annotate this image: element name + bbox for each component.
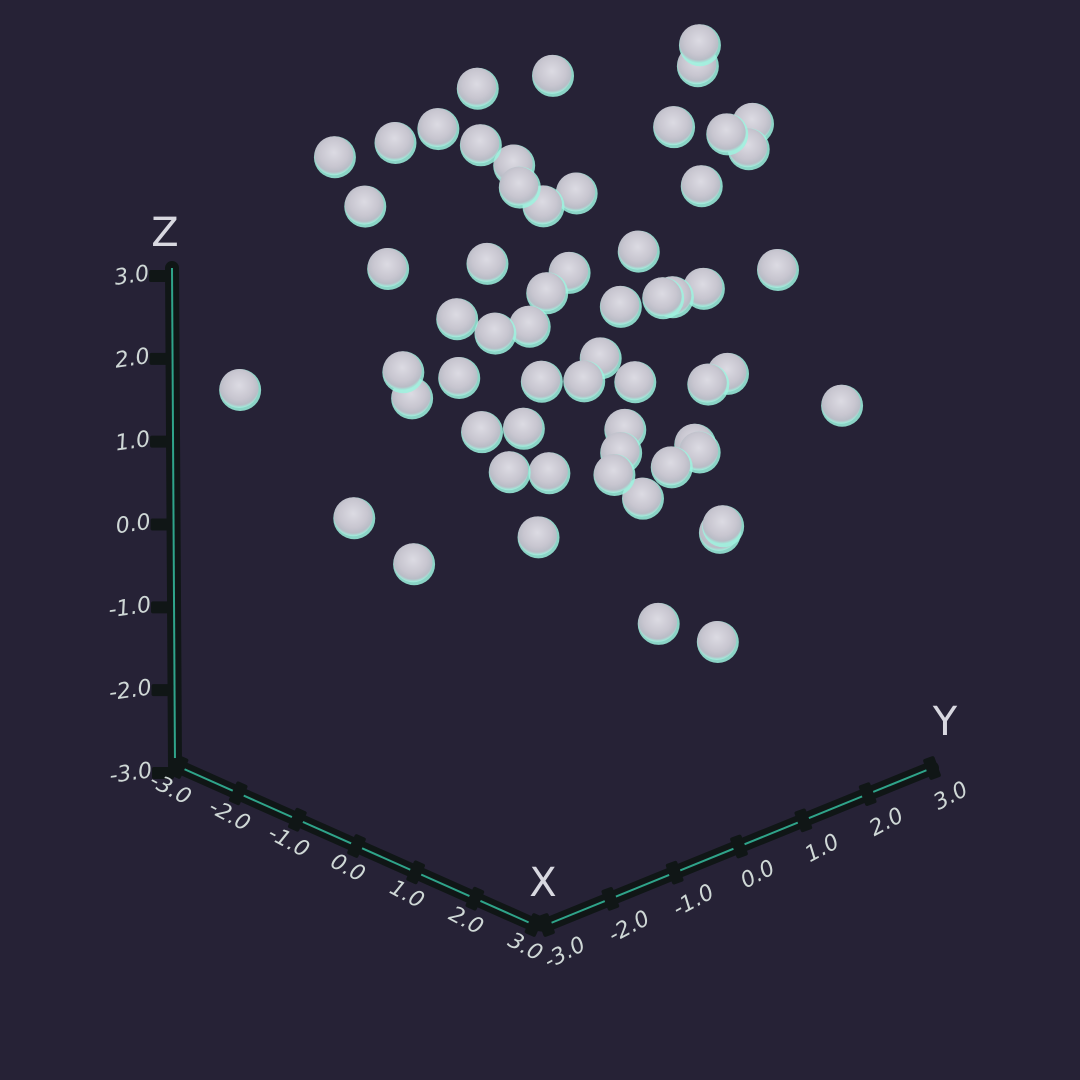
y-tick-mark <box>923 756 941 780</box>
x-tick-mark <box>288 807 307 832</box>
data-point <box>367 248 410 291</box>
z-tick-label: -1.0 <box>107 593 153 624</box>
data-point <box>617 230 660 273</box>
data-point <box>436 298 479 341</box>
data-point <box>488 451 531 494</box>
data-point <box>466 242 509 285</box>
x-tick-mark <box>228 781 248 806</box>
data-point <box>599 285 642 328</box>
y-tick-mark <box>601 887 620 911</box>
z-tick-label: 1.0 <box>114 427 152 457</box>
data-point <box>461 411 504 454</box>
y-tick-mark <box>794 808 813 833</box>
y-tick-mark <box>665 860 684 885</box>
data-point <box>313 136 356 179</box>
data-point <box>687 363 730 406</box>
data-point <box>563 360 606 403</box>
data-point <box>438 357 481 400</box>
y-tick-mark <box>537 913 555 937</box>
data-point <box>614 361 657 404</box>
data-point <box>417 108 460 151</box>
data-point <box>474 312 517 355</box>
z-tick-mark <box>150 435 172 448</box>
data-point <box>757 248 799 291</box>
data-point <box>621 477 664 520</box>
data-point <box>374 121 417 164</box>
data-point <box>333 497 376 540</box>
x-axis-title: X <box>529 860 556 906</box>
y-tick-mark <box>730 834 748 859</box>
data-point <box>653 106 696 149</box>
x-tick-mark <box>347 834 366 858</box>
data-point <box>520 360 563 403</box>
data-point <box>508 305 551 348</box>
data-point <box>517 516 560 559</box>
z-tick-mark <box>149 352 172 365</box>
z-tick-mark <box>151 601 173 614</box>
x-tick-mark <box>406 860 425 885</box>
z-tick-mark <box>151 684 174 697</box>
x-tick-mark <box>169 755 189 779</box>
data-point <box>706 113 749 156</box>
data-point <box>678 24 721 67</box>
data-point <box>702 505 745 548</box>
data-point <box>498 166 541 209</box>
data-point <box>526 272 569 315</box>
data-point <box>382 351 425 394</box>
data-point <box>821 384 864 427</box>
z-tick-mark <box>150 518 173 531</box>
z-axis-line-highlight <box>171 267 176 766</box>
x-tick-mark <box>465 886 485 911</box>
data-point <box>650 446 693 489</box>
data-point <box>555 172 598 215</box>
z-axis-title: Z <box>151 210 178 256</box>
data-point <box>528 452 571 495</box>
z-tick-mark <box>149 270 171 282</box>
z-tick-mark <box>152 767 174 779</box>
z-tick-label: 0.0 <box>114 510 152 540</box>
data-point <box>593 454 636 496</box>
data-points <box>219 24 864 663</box>
data-point <box>696 620 739 663</box>
z-tick-label: 2.0 <box>113 344 151 374</box>
data-point <box>456 67 499 110</box>
y-axis-title: Y <box>932 699 958 745</box>
data-point <box>459 124 502 167</box>
y-tick-mark <box>858 782 877 806</box>
data-point <box>532 54 575 97</box>
z-tick-label: -3.0 <box>108 758 154 789</box>
data-point <box>642 277 685 320</box>
data-point <box>219 369 262 412</box>
z-tick-label: 3.0 <box>113 261 151 291</box>
z-tick-label: -2.0 <box>107 675 153 706</box>
data-point <box>680 165 723 208</box>
data-point <box>344 185 387 228</box>
data-point <box>637 602 680 645</box>
data-point <box>393 543 436 586</box>
data-point <box>502 407 545 450</box>
